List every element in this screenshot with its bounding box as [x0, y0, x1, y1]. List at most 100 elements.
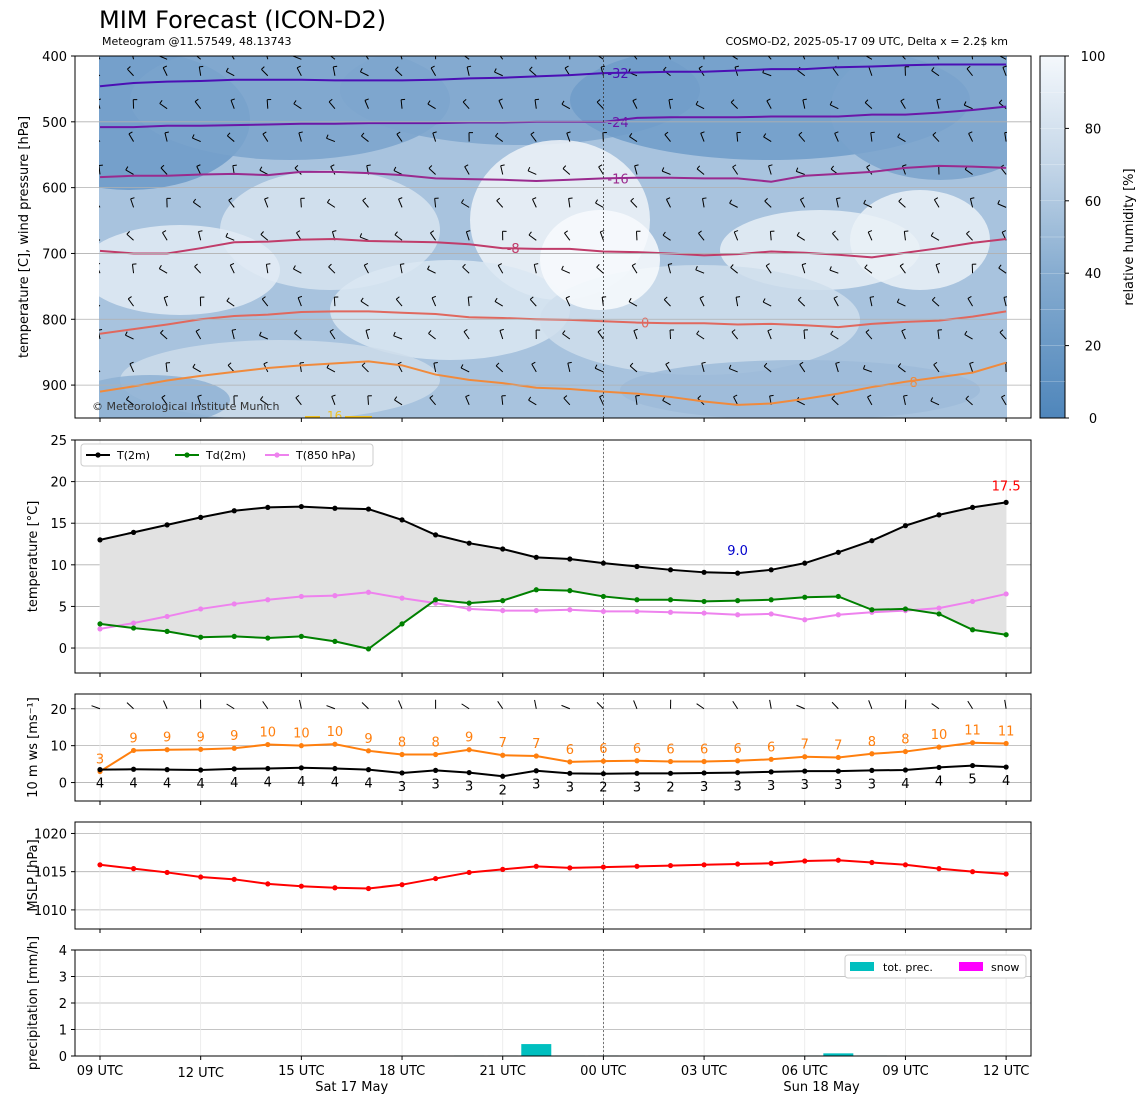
t2m-point	[433, 532, 439, 538]
t850-point	[533, 607, 539, 614]
wind-barb-flag	[1004, 131, 1007, 134]
wind-barb-flag	[192, 198, 197, 203]
t2m-point	[365, 506, 372, 512]
legend-marker	[274, 452, 280, 458]
wind-barb-flag	[500, 164, 505, 167]
wind-barb-flag	[931, 296, 936, 301]
speed-label: 4	[264, 776, 272, 791]
wind-barb-flag	[829, 101, 833, 106]
wind-barb	[327, 202, 336, 208]
wind-barb-flag	[361, 362, 366, 366]
y-tick-label: 20	[50, 703, 67, 718]
t850-point	[1003, 591, 1009, 597]
wind-barb	[933, 199, 940, 208]
gust-point	[902, 748, 909, 755]
wind-barb	[225, 236, 235, 241]
wind-barb	[229, 264, 235, 274]
wind-barb	[835, 363, 839, 373]
gust-point	[500, 752, 506, 758]
wind-barb	[863, 368, 873, 373]
wind-barb	[696, 168, 705, 175]
speed-label: 4	[230, 776, 238, 791]
gust-point	[265, 741, 271, 748]
mslp-point	[533, 863, 539, 869]
wind-barb	[367, 395, 369, 405]
wind-barb-flag	[699, 295, 704, 299]
wind-barb	[326, 367, 336, 373]
wind-barb-flag	[464, 164, 469, 168]
td2m-point	[701, 598, 707, 605]
wind-barb-flag	[528, 396, 532, 401]
wind-barb-flag	[529, 296, 534, 300]
wind-barb-flag	[1002, 65, 1007, 68]
wind-barb	[735, 297, 739, 307]
wind-speed-point	[701, 770, 707, 776]
wind-barb-10m	[326, 705, 336, 710]
wind-barb-flag	[596, 264, 600, 268]
wind-barb	[194, 101, 202, 109]
wind-barb	[635, 395, 638, 405]
wind-barb-flag	[497, 50, 500, 52]
wind-barb-flag	[498, 98, 503, 101]
wind-barb	[300, 198, 302, 208]
wind-barb	[901, 56, 906, 60]
wind-barb-flag	[566, 131, 571, 134]
wind-barb-flag	[463, 329, 468, 333]
wind-barb	[596, 266, 604, 274]
t2m-point	[298, 503, 304, 510]
wind-barb-flag	[431, 295, 436, 299]
wind-barb-flag	[328, 263, 332, 268]
wind-barb-flag	[836, 197, 841, 200]
wind-barb-flag	[633, 328, 638, 332]
wind-barb-flag	[230, 98, 235, 101]
t2m-point	[634, 563, 640, 570]
gust-point	[600, 758, 607, 764]
wind-barb-flag	[364, 98, 369, 101]
wind-barb-flag	[832, 230, 836, 234]
wind-speed-point	[902, 767, 909, 773]
wind-barb	[762, 301, 772, 307]
wind-barb-10m	[732, 700, 739, 710]
gust-point	[969, 740, 976, 746]
wind-barb	[434, 198, 437, 208]
mslp-point	[1003, 871, 1009, 877]
wind-barb-flag	[164, 295, 169, 299]
t850-point	[466, 606, 472, 612]
wind-barb	[460, 367, 470, 373]
wind-barb	[494, 301, 503, 307]
panel3-bg	[75, 694, 1031, 801]
wind-barb-flag	[867, 394, 872, 398]
wind-barb	[534, 56, 537, 60]
wind-barb-flag	[393, 166, 397, 171]
gust-label: 8	[398, 736, 406, 751]
wind-barb	[159, 103, 168, 110]
wind-barb	[259, 335, 268, 340]
wind-barb-flag	[734, 65, 739, 68]
wind-barb-flag	[499, 328, 504, 331]
legend-marker	[184, 452, 190, 458]
wind-barb	[730, 102, 738, 110]
wind-barb-flag	[801, 50, 805, 52]
wind-barb-flag	[1001, 394, 1006, 398]
wind-barb	[702, 198, 705, 208]
wind-barb-flag	[362, 197, 367, 201]
wind-barb-10m	[868, 700, 873, 709]
wind-barb-flag	[829, 266, 832, 271]
wind-barb	[463, 56, 470, 60]
isotherm-label-16: 16	[327, 409, 342, 423]
wind-barb	[971, 56, 974, 60]
wind-barb	[128, 133, 134, 142]
t850-point	[969, 598, 976, 605]
wind-barb	[833, 297, 839, 307]
wind-barb-flag	[125, 395, 130, 400]
t850-point	[802, 617, 808, 623]
wind-barb	[901, 330, 906, 340]
wind-barb	[802, 56, 806, 60]
wind-barb	[228, 199, 235, 208]
wind-speed-point	[500, 773, 506, 779]
wind-barb	[99, 165, 101, 175]
wind-barb	[393, 170, 403, 175]
wind-barb-flag	[430, 65, 435, 69]
wind-barb-flag	[232, 164, 237, 167]
wind-barb	[162, 232, 168, 241]
